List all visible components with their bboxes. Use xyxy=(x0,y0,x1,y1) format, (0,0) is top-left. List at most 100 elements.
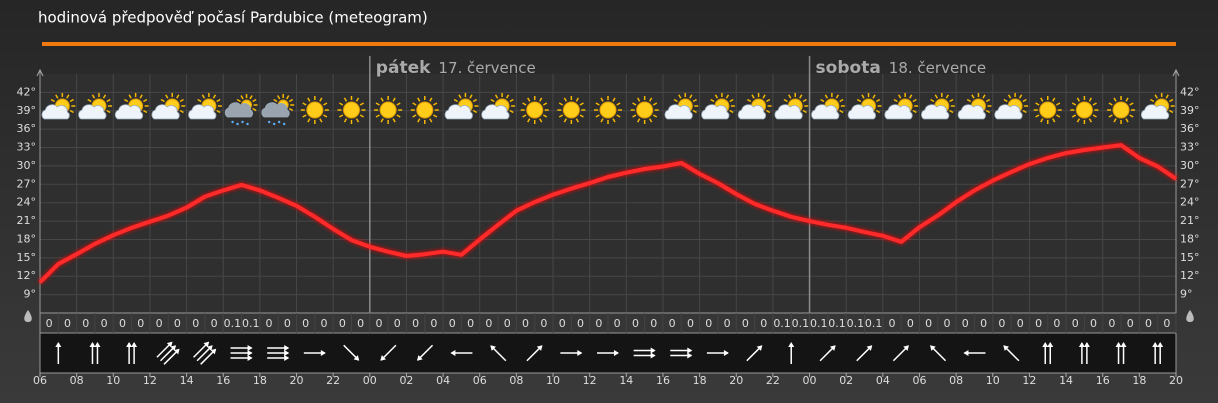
sun-ray xyxy=(909,94,913,99)
sun-ray xyxy=(971,94,975,99)
sun-ray xyxy=(558,102,564,106)
precip-label: 0.1 xyxy=(242,317,260,330)
y-tick-label: 39° xyxy=(17,104,37,117)
weather-icon xyxy=(884,93,919,120)
sun-ray xyxy=(558,114,564,118)
title-underline xyxy=(42,42,1176,46)
weather-icon xyxy=(737,93,772,120)
arrow-head xyxy=(1152,342,1159,347)
wind-arrow xyxy=(597,350,619,356)
sun-ray xyxy=(575,118,580,123)
x-tick-label: 08 xyxy=(70,374,84,387)
sun-ray xyxy=(824,94,829,99)
sun-ray xyxy=(600,97,604,102)
arrow-head xyxy=(930,345,936,351)
sun-ray xyxy=(319,97,323,102)
sun-ray xyxy=(985,98,991,103)
weather-icon xyxy=(664,93,699,120)
cloud xyxy=(224,102,254,118)
sun-ray xyxy=(1165,94,1169,99)
arrow-head xyxy=(490,345,496,351)
sun-ray xyxy=(765,98,771,103)
sun-ray xyxy=(1154,94,1158,99)
sun-ray xyxy=(1169,98,1174,103)
sun-ray xyxy=(783,98,788,103)
weather-icon xyxy=(261,94,295,126)
sun-ray xyxy=(343,118,348,123)
sun-ray xyxy=(143,98,148,103)
sun-ray xyxy=(729,109,734,114)
sun-ray xyxy=(934,94,938,99)
sun-ray xyxy=(1108,114,1113,118)
sun-ray xyxy=(1007,94,1012,99)
sun-ray xyxy=(945,94,949,99)
precip-label: 0.1 xyxy=(828,317,846,330)
sun-ray xyxy=(277,95,281,100)
sun-ray xyxy=(542,102,548,106)
sun-ray xyxy=(835,94,840,99)
y2-tick-label: 36° xyxy=(1180,122,1200,135)
sun-ray xyxy=(875,98,881,103)
sun-ray xyxy=(799,94,803,99)
arrow-head xyxy=(89,342,96,347)
wind-arrow xyxy=(450,350,473,356)
cloud xyxy=(188,104,217,120)
sun-ray xyxy=(539,118,543,123)
sun-ray xyxy=(746,98,752,103)
y-tick-label: 33° xyxy=(17,141,37,154)
weather-icon xyxy=(1107,96,1136,124)
arrow-head xyxy=(1157,342,1164,347)
sun-ray xyxy=(1071,102,1077,106)
x-tick-label: 00 xyxy=(803,374,817,387)
precip-label: 0 xyxy=(724,317,731,330)
drop-icon xyxy=(1186,310,1194,322)
weather-icon xyxy=(921,93,955,120)
cloud xyxy=(774,104,803,120)
arrow-head xyxy=(203,341,210,348)
y2-tick-label: 12° xyxy=(1180,269,1200,282)
sun-ray xyxy=(240,95,244,100)
weather-icon xyxy=(410,96,439,124)
sun-ray xyxy=(1035,114,1040,118)
weather-icon xyxy=(41,93,76,120)
sun-ray xyxy=(412,114,417,118)
axis-arrow xyxy=(36,68,44,77)
sun-ray xyxy=(412,102,417,106)
sun xyxy=(1039,101,1057,119)
cloud xyxy=(701,104,730,120)
precip-label: 0 xyxy=(559,317,566,330)
sun-ray xyxy=(616,114,621,118)
arrow-head xyxy=(723,350,729,356)
sun-ray xyxy=(648,97,653,102)
arrow-head xyxy=(866,345,873,351)
x-tick-label: 16 xyxy=(656,374,670,387)
weather-icon xyxy=(114,93,149,120)
sun-ray xyxy=(392,118,396,123)
arrow-head xyxy=(94,342,101,347)
sun-ray xyxy=(375,114,380,118)
sun-ray xyxy=(1169,109,1174,114)
sun-ray xyxy=(355,97,360,102)
sun-ray xyxy=(433,102,438,106)
sun-ray xyxy=(396,114,401,118)
sun-ray xyxy=(302,114,307,118)
y-tick-label: 27° xyxy=(17,177,37,190)
arrow-head xyxy=(166,341,173,348)
sun-ray xyxy=(930,98,935,103)
chart-title: hodinová předpověď počasí Pardubice (met… xyxy=(38,9,428,27)
cloud xyxy=(957,104,986,120)
y2-tick-label: 9° xyxy=(1180,288,1193,301)
cloud xyxy=(737,104,767,120)
sun-ray xyxy=(494,94,499,99)
wind-arrow xyxy=(560,350,583,356)
sun-ray xyxy=(160,98,165,103)
sun-ray xyxy=(765,109,771,114)
x-tick-label: 12 xyxy=(1022,374,1036,387)
arrow-head xyxy=(687,352,693,359)
sun-ray xyxy=(69,109,74,114)
sun-ray xyxy=(1022,109,1027,114)
weather-icon xyxy=(847,93,882,120)
sun-ray xyxy=(692,109,697,114)
sun-ray xyxy=(319,118,323,123)
sun-ray xyxy=(55,94,59,99)
